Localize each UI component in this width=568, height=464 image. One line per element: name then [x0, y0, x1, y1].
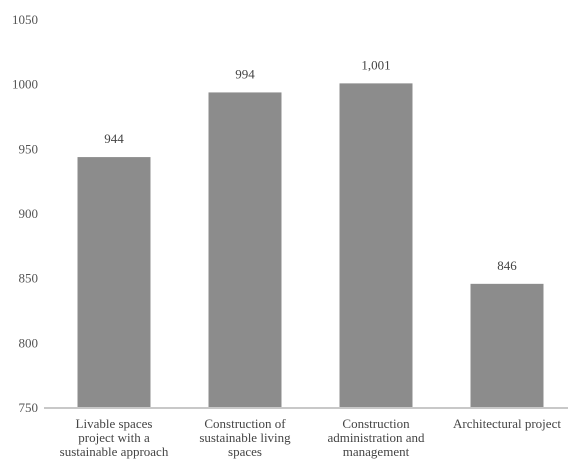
bar — [77, 157, 151, 408]
x-category-label: Livable spaces project with a sustainable … — [60, 416, 169, 459]
bar-value-label: 944 — [104, 131, 124, 146]
y-axis-ticks: 750 800 850 900 950 1000 1050 — [12, 12, 38, 415]
bar-value-label: 994 — [235, 66, 255, 81]
x-category-label-line: management — [343, 444, 410, 459]
x-category-label-line: Construction of — [204, 416, 286, 431]
x-category-label-line: spaces — [228, 444, 262, 459]
x-category-label: Construction administration and management — [327, 416, 425, 459]
x-category-label-line: project with a — [78, 430, 150, 445]
y-tick-label: 850 — [19, 271, 39, 286]
y-tick-label: 1000 — [12, 77, 38, 92]
y-tick-label: 800 — [19, 335, 39, 350]
x-category-label: Construction of sustainable living spaces — [199, 416, 291, 459]
x-category-label-line: sustainable living — [199, 430, 291, 445]
x-category-label-line: administration and — [327, 430, 425, 445]
y-tick-label: 1050 — [12, 12, 38, 27]
x-category-label-line: Livable spaces — [76, 416, 153, 431]
bar-value-label: 846 — [497, 258, 517, 273]
y-tick-label: 950 — [19, 141, 39, 156]
x-category-label-line: sustainable approach — [60, 444, 169, 459]
x-category-label-line: Construction — [342, 416, 410, 431]
bar — [208, 92, 282, 408]
x-category-label-line: Architectural project — [453, 416, 561, 431]
data-labels: 944 994 1,001 846 — [104, 57, 517, 272]
y-tick-label: 750 — [19, 400, 39, 415]
category-labels: Livable spaces project with a sustainable … — [60, 416, 562, 459]
y-tick-label: 900 — [19, 206, 39, 221]
bar-value-label: 1,001 — [361, 57, 390, 72]
x-category-label: Architectural project — [453, 416, 561, 431]
bar — [470, 283, 544, 408]
bar — [339, 83, 413, 408]
bars — [77, 83, 544, 408]
